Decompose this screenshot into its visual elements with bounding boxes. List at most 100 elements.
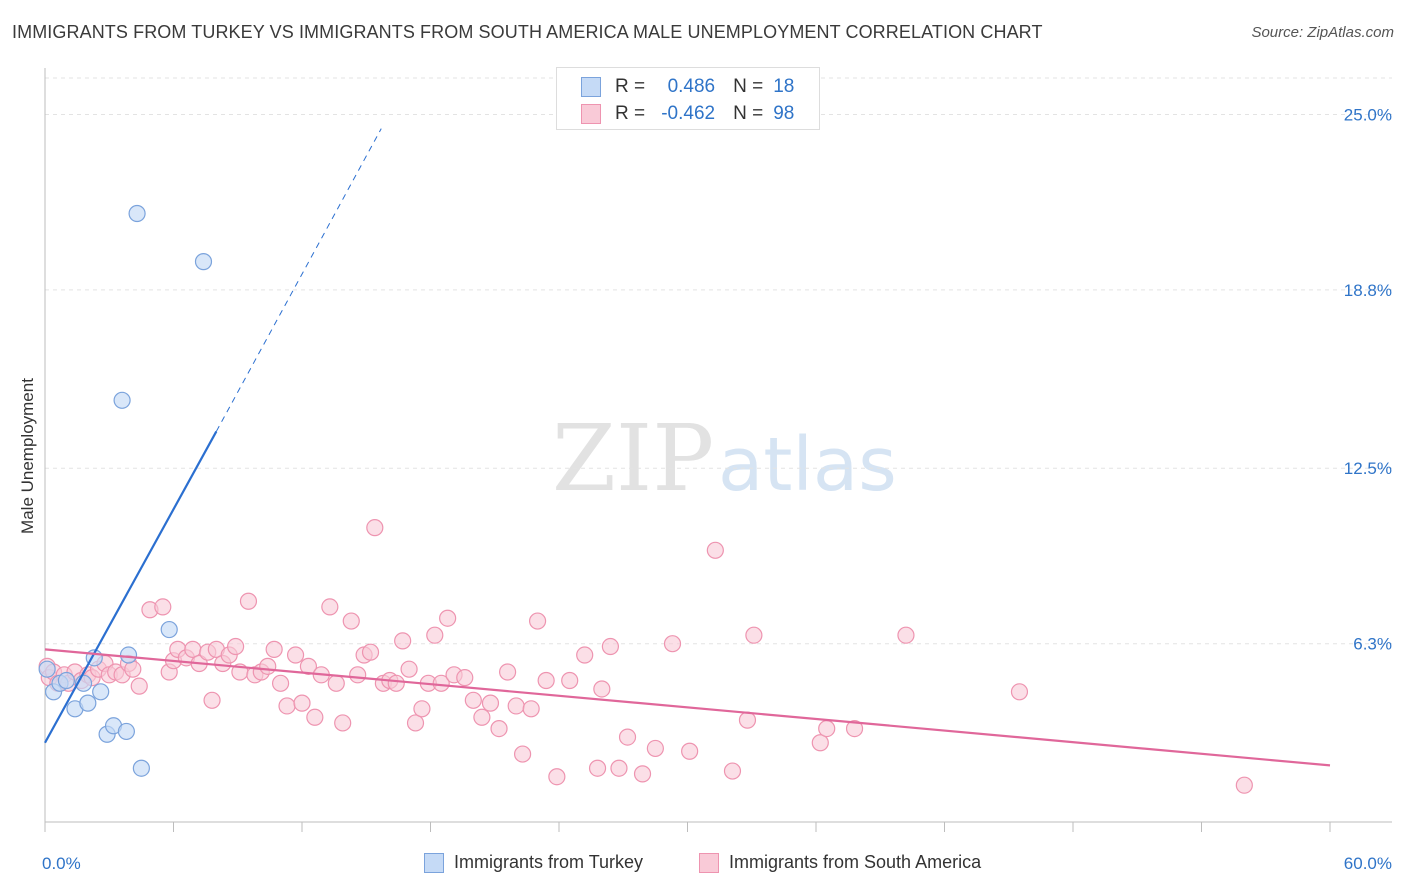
data-point-south-america — [1010, 683, 1029, 701]
data-point-south-america — [342, 612, 360, 630]
data-point-turkey — [194, 253, 213, 271]
legend-label-turkey: Immigrants from Turkey — [454, 852, 644, 872]
data-point-turkey — [128, 204, 146, 223]
data-point-south-america — [528, 612, 547, 630]
data-point-south-america — [490, 720, 508, 738]
data-point-south-america — [681, 742, 699, 760]
data-point-turkey — [79, 694, 97, 712]
data-point-south-america — [593, 680, 611, 698]
data-point-south-america — [361, 643, 380, 661]
legend-item-turkey: Immigrants from Turkey — [424, 852, 643, 873]
data-point-south-america — [366, 519, 384, 537]
data-point-south-america — [334, 714, 352, 732]
legend-n-value-south-america: 98 — [773, 103, 795, 124]
data-point-south-america — [400, 660, 418, 678]
data-point-south-america — [738, 711, 757, 729]
data-point-south-america — [387, 674, 405, 692]
watermark-atlas: atlas — [718, 422, 897, 508]
x-tick-label: 60.0% — [1344, 854, 1392, 873]
data-point-south-america — [706, 541, 724, 559]
data-point-south-america — [507, 697, 525, 715]
data-point-south-america — [239, 592, 258, 610]
south-america-legend-swatch — [699, 852, 719, 873]
data-point-south-america — [818, 720, 836, 738]
data-point-south-america — [130, 677, 148, 695]
data-point-south-america — [306, 708, 324, 726]
data-point-south-america — [349, 666, 367, 684]
legend-r-label: R = — [615, 76, 646, 97]
data-point-south-america — [154, 598, 172, 616]
data-point-south-america — [588, 759, 607, 777]
data-point-turkey — [38, 660, 56, 678]
y-axis-label: Male Unemployment — [18, 378, 37, 534]
legend-label-south-america: Immigrants from South America — [729, 852, 982, 872]
legend-item-south-america: Immigrants from South America — [699, 852, 981, 873]
data-point-turkey — [132, 759, 150, 777]
turkey-swatch — [581, 77, 601, 97]
y-tick-label: 25.0% — [1344, 105, 1392, 124]
data-point-turkey — [119, 646, 138, 664]
data-point-south-america — [286, 646, 305, 664]
legend-n-value-turkey: 18 — [773, 76, 795, 97]
x-tick-label: 0.0% — [42, 854, 81, 873]
legend-n-label: N = — [733, 76, 764, 97]
data-point-south-america — [299, 657, 318, 675]
data-point-south-america — [481, 694, 500, 712]
data-point-south-america — [646, 739, 664, 758]
data-point-south-america — [426, 626, 444, 644]
data-point-south-america — [473, 708, 491, 726]
data-point-south-america — [618, 728, 637, 746]
trend-line-south-america — [44, 648, 1331, 767]
data-point-south-america — [576, 646, 594, 664]
data-point-south-america — [271, 674, 290, 692]
source-label: Source: ZipAtlas.com — [1251, 24, 1394, 41]
data-point-turkey — [117, 722, 135, 741]
data-point-south-america — [548, 768, 566, 786]
data-point-turkey — [92, 683, 110, 701]
data-point-south-america — [394, 632, 412, 650]
data-point-turkey — [113, 391, 131, 409]
data-point-south-america — [1235, 776, 1253, 794]
data-point-south-america — [537, 671, 555, 690]
data-point-south-america — [745, 626, 763, 644]
data-point-south-america — [439, 609, 457, 627]
data-point-south-america — [522, 700, 540, 718]
data-point-south-america — [327, 674, 345, 692]
data-point-south-america — [278, 697, 296, 715]
data-point-south-america — [203, 691, 221, 709]
data-point-south-america — [499, 663, 517, 681]
data-point-south-america — [413, 700, 431, 718]
data-point-south-america — [124, 660, 142, 678]
data-point-south-america — [663, 635, 682, 653]
data-point-south-america — [633, 765, 652, 783]
data-point-south-america — [321, 598, 339, 616]
correlation-legend: R = 0.486 N = 18 R = -0.462 N = 98 — [556, 67, 820, 130]
data-point-south-america — [464, 691, 482, 709]
y-tick-label: 12.5% — [1344, 459, 1392, 478]
watermark-zip: ZIP — [552, 405, 714, 512]
legend-r-label: R = — [615, 103, 646, 124]
data-point-south-america — [601, 637, 620, 656]
data-point-south-america — [723, 762, 742, 780]
y-tick-label: 6.3% — [1353, 635, 1392, 654]
data-point-south-america — [456, 669, 474, 687]
data-point-south-america — [845, 720, 864, 738]
data-point-south-america — [259, 657, 277, 675]
data-point-south-america — [265, 640, 283, 658]
data-point-south-america — [610, 759, 628, 777]
data-point-south-america — [227, 637, 245, 656]
legend-row-turkey: R = 0.486 N = 18 — [581, 75, 794, 99]
data-point-south-america — [293, 694, 311, 712]
chart-title: IMMIGRANTS FROM TURKEY VS IMMIGRANTS FRO… — [12, 22, 1043, 42]
data-point-south-america — [811, 734, 829, 752]
turkey-legend-swatch — [424, 852, 444, 873]
data-point-turkey — [57, 671, 76, 690]
series-legend: Immigrants from Turkey Immigrants from S… — [0, 852, 1406, 876]
data-point-south-america — [897, 626, 915, 644]
legend-n-label: N = — [733, 103, 764, 124]
legend-row-south-america: R = -0.462 N = 98 — [581, 102, 794, 126]
data-point-south-america — [561, 671, 579, 690]
trend-line-turkey — [44, 430, 218, 744]
south-america-swatch — [581, 104, 601, 124]
